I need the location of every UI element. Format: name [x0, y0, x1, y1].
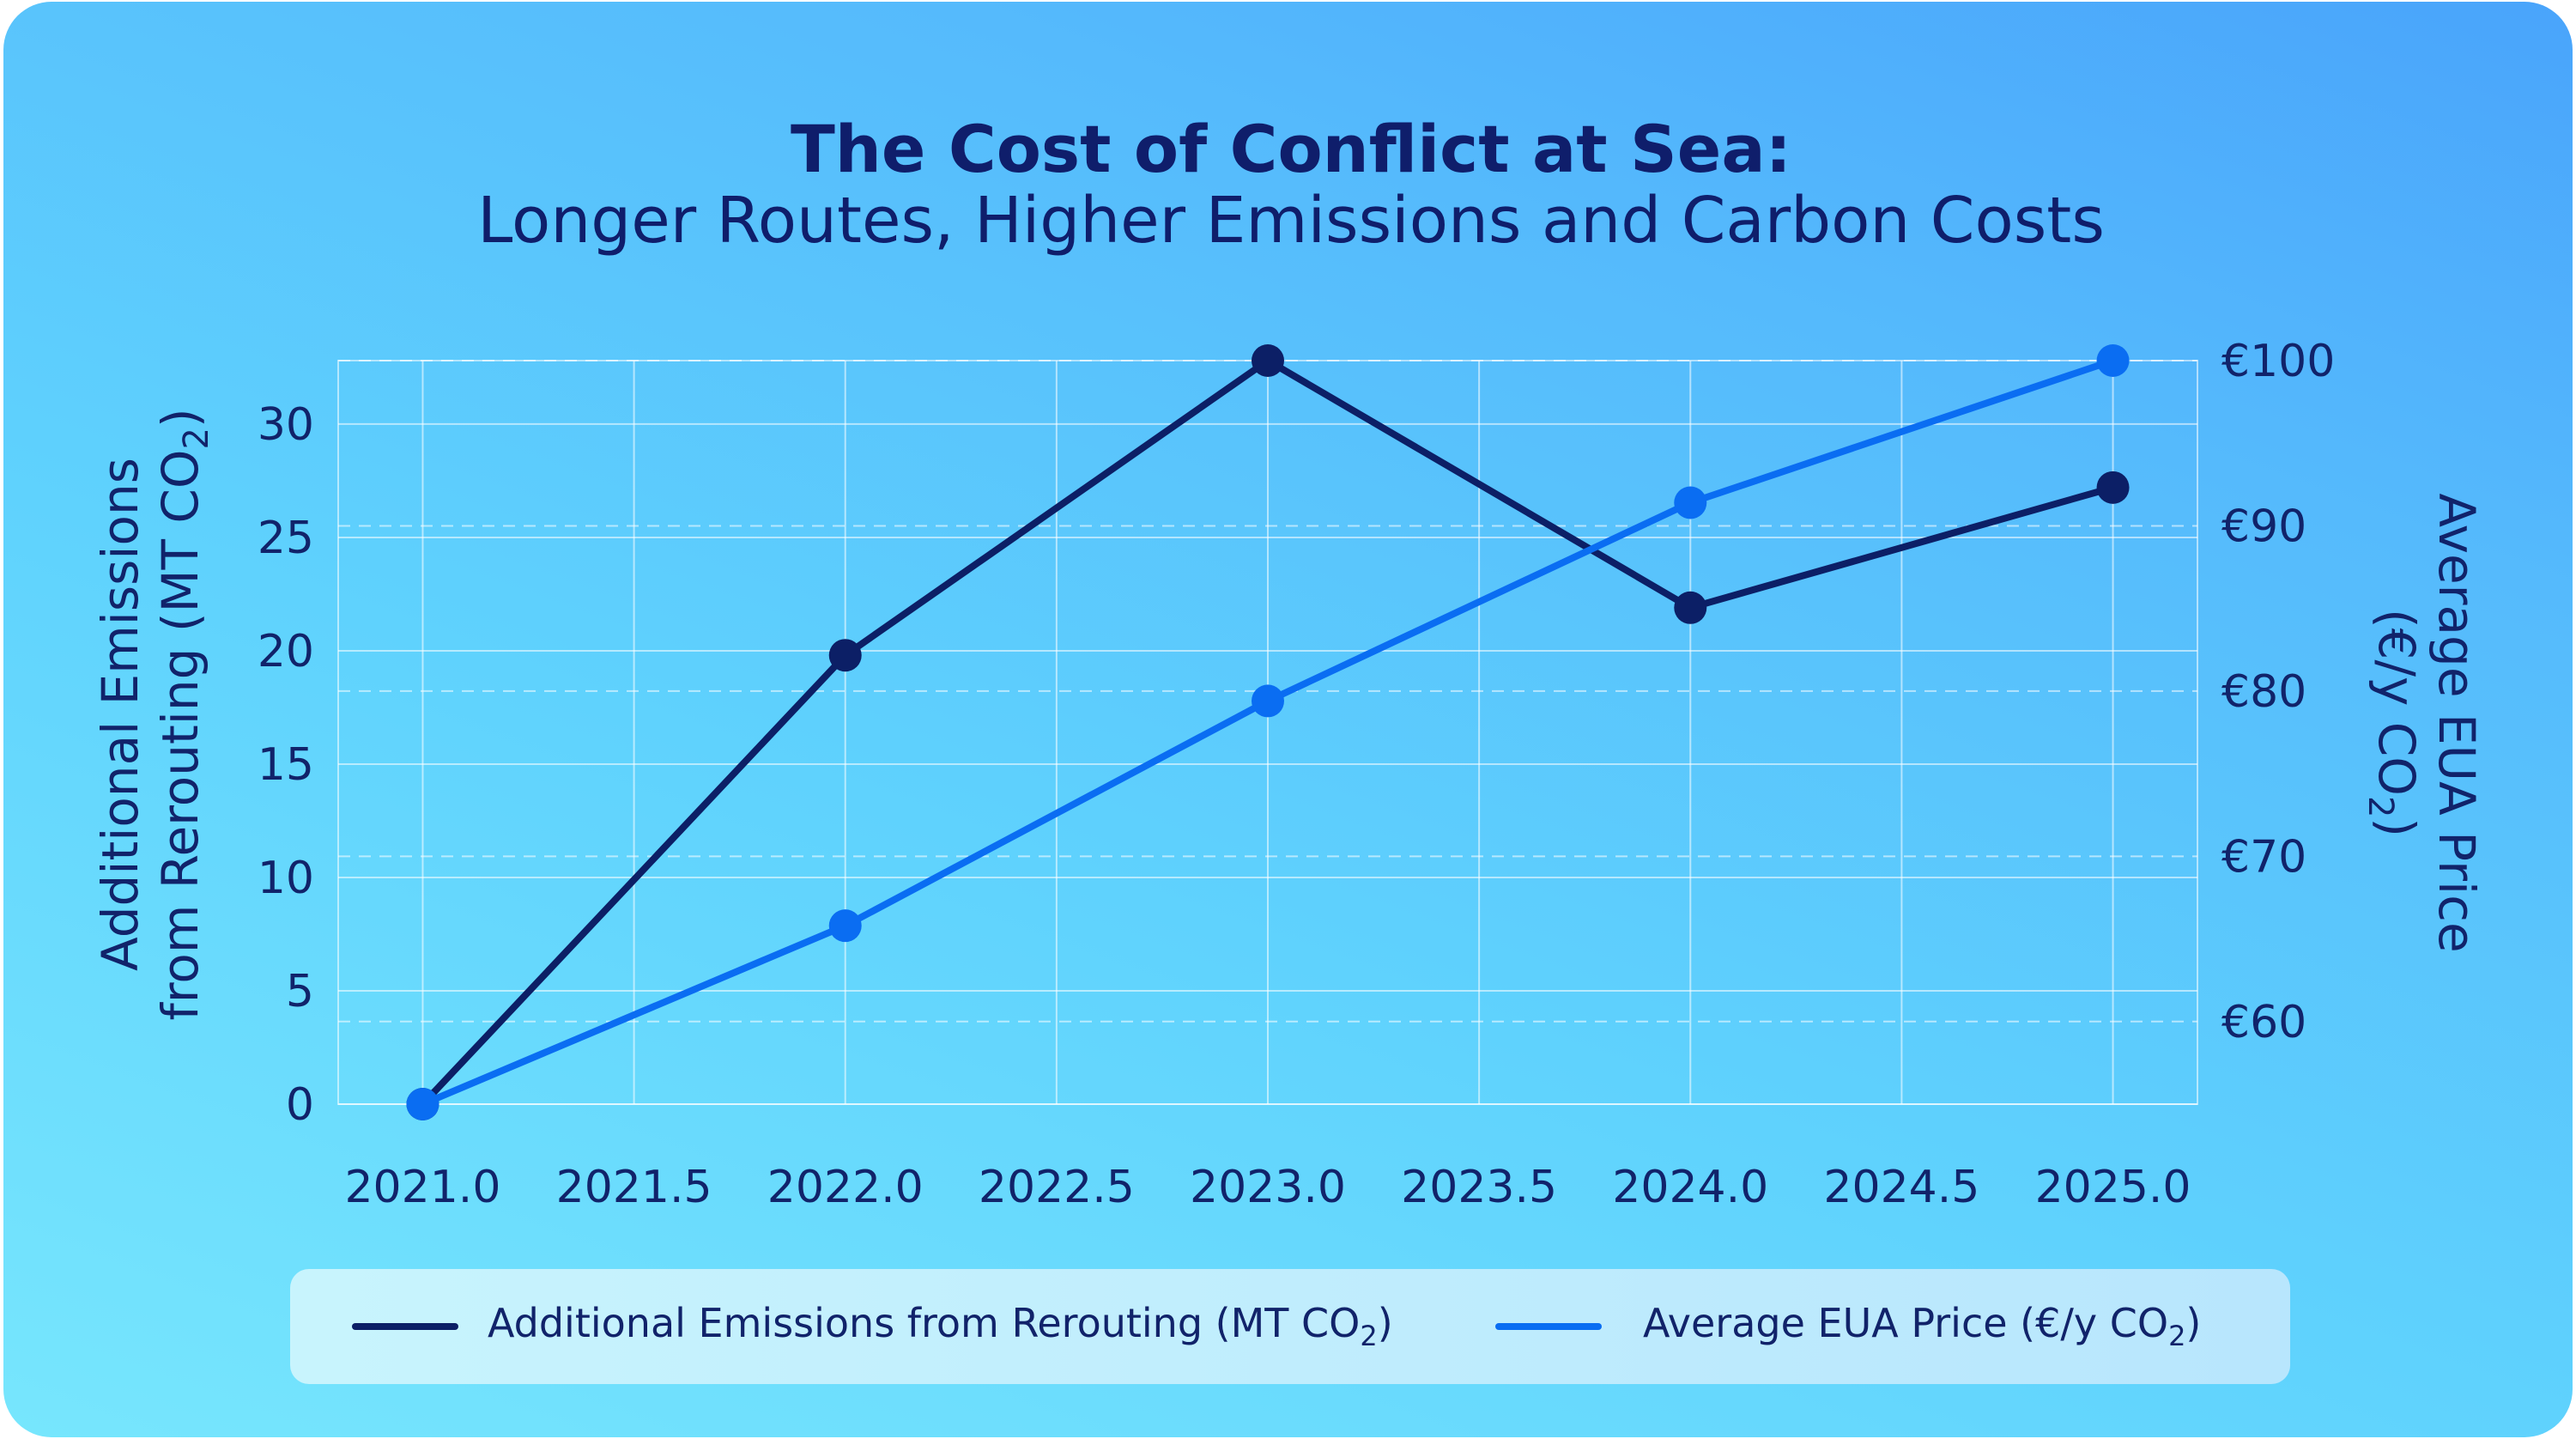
- x-tick-label: 2025.0: [2035, 1162, 2191, 1213]
- y-right-tick-label: €100: [2221, 336, 2335, 387]
- right-axis-label-line2: (€/y CO2): [2361, 609, 2426, 837]
- y-left-tick-label: 5: [286, 966, 314, 1017]
- y-right-tick-label: €60: [2221, 997, 2306, 1048]
- emissions-point: [828, 639, 862, 672]
- eua-price-point: [828, 909, 862, 943]
- chart: The Cost of Conflict at Sea: Longer Rout…: [91, 111, 2486, 1213]
- y-right-tick-label: €90: [2221, 501, 2306, 552]
- left-axis-label-line2: from Rerouting (MT CO2): [151, 408, 216, 1020]
- legend: Additional Emissions from Rerouting (MT …: [290, 1269, 2290, 1384]
- y-left-tick-label: 20: [258, 626, 314, 677]
- eua-price-point: [2096, 344, 2130, 377]
- x-tick-label: 2024.5: [1823, 1162, 1979, 1213]
- chart-subtitle: Longer Routes, Higher Emissions and Carb…: [477, 184, 2105, 258]
- y-right-tick-label: €70: [2221, 831, 2306, 883]
- eua-price-point: [1674, 486, 1707, 519]
- emissions-point: [1674, 591, 1707, 624]
- legend-item-emissions: Additional Emissions from Rerouting (MT …: [352, 1269, 1393, 1384]
- x-tick-label: 2023.0: [1190, 1162, 1346, 1213]
- legend-item-eua-price: Average EUA Price (€/y CO2): [1495, 1269, 2201, 1384]
- x-tick-label: 2021.0: [344, 1162, 500, 1213]
- chart-title: The Cost of Conflict at Sea:: [791, 111, 1791, 187]
- legend-label-emissions: Additional Emissions from Rerouting (MT …: [488, 1300, 1393, 1353]
- left-axis-label: Additional Emissions from Rerouting (MT …: [91, 408, 216, 1020]
- legend-swatch-eua-price: [1495, 1323, 1602, 1330]
- eua-price-point: [406, 1088, 439, 1120]
- right-axis-label-line1: Average EUA Price: [2428, 493, 2486, 952]
- eua-price-point: [1252, 684, 1284, 718]
- y-left-tick-label: 25: [258, 513, 314, 564]
- legend-swatch-emissions: [352, 1323, 458, 1330]
- emissions-point: [2096, 471, 2130, 504]
- x-tick-label: 2023.5: [1401, 1162, 1557, 1213]
- y-right-tick-label: €80: [2221, 666, 2306, 718]
- legend-label-eua-price: Average EUA Price (€/y CO2): [1643, 1300, 2202, 1353]
- plot-area: 2021.0 2021.5 2022.0 2022.5 2023.0 2023.5 2024…: [258, 336, 2336, 1213]
- x-tick-label: 2022.0: [767, 1162, 924, 1213]
- x-tick-label: 2024.0: [1612, 1162, 1768, 1213]
- y-left-tick-label: 0: [286, 1079, 314, 1131]
- y-left-tick-label: 30: [258, 399, 314, 451]
- y-left-tick-label: 10: [258, 853, 314, 904]
- y-left-tick-label: 15: [258, 739, 314, 791]
- left-axis-label-line1: Additional Emissions: [91, 458, 149, 971]
- chart-card: The Cost of Conflict at Sea: Longer Rout…: [3, 2, 2573, 1437]
- x-tick-label: 2022.5: [979, 1162, 1135, 1213]
- right-axis-label: Average EUA Price (€/y CO2): [2361, 493, 2486, 952]
- x-tick-label: 2021.5: [556, 1162, 712, 1213]
- emissions-point: [1252, 344, 1284, 377]
